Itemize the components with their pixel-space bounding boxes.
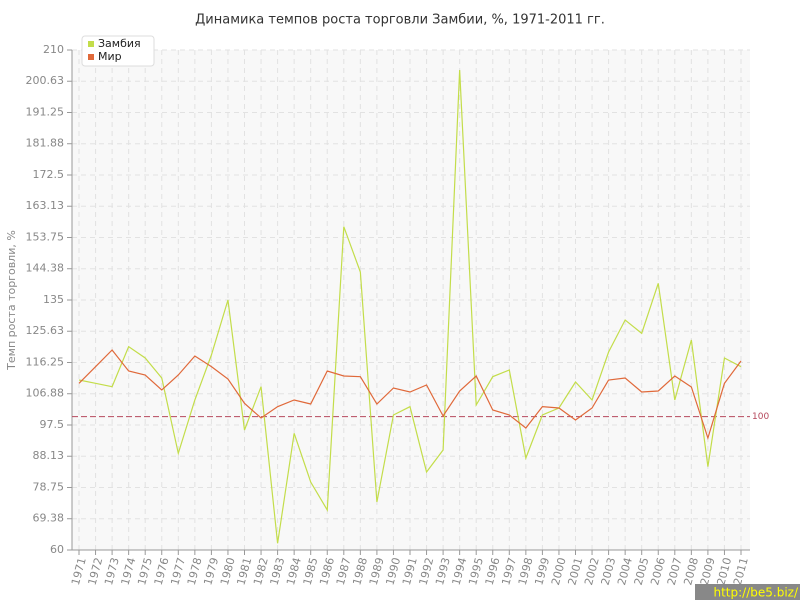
y-tick-label: 153.75 [26,231,65,244]
watermark: http://be5.biz/ [713,586,798,600]
legend-label: Замбия [98,37,141,50]
y-tick-label: 144.38 [26,262,65,275]
series-line [78,69,742,544]
y-tick-label: 125.63 [26,324,65,337]
chart-title: Динамика темпов роста торговли Замбии, %… [195,13,605,28]
x-tick-label: 2011 [731,556,751,586]
y-tick-label: 191.25 [26,106,65,119]
y-tick-label: 60 [50,543,64,556]
y-tick-label: 88.13 [33,449,65,462]
y-tick-label: 163.13 [26,199,65,212]
legend-label: Мир [98,50,122,63]
y-axis-label: Темп роста торговли, % [5,230,18,371]
y-tick-label: 69.38 [33,512,65,525]
y-tick-label: 78.75 [33,481,65,494]
y-tick-label: 106.88 [26,387,65,400]
y-tick-label: 116.25 [26,356,65,369]
y-tick-label: 135 [43,293,64,306]
y-tick-label: 172.5 [33,168,65,181]
y-tick-label: 210 [43,43,64,56]
y-tick-label: 97.5 [40,418,65,431]
series-line [78,349,742,441]
watermark-bg [695,584,800,600]
legend-box [81,35,155,67]
legend-swatch [88,41,94,47]
legend-swatch [88,54,94,60]
y-tick-label: 200.63 [26,74,65,87]
reference-label: 100 [752,412,769,422]
y-tick-label: 181.88 [26,137,65,150]
